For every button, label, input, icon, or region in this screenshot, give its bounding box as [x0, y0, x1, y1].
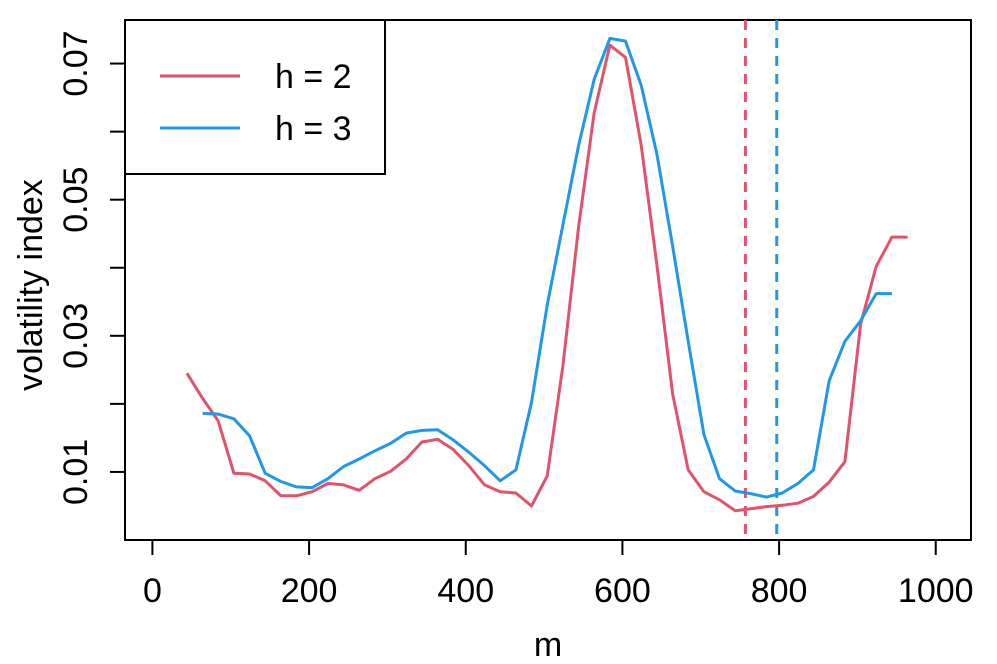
y-tick-label: 0.01	[57, 439, 95, 505]
legend-label: h = 3	[275, 110, 352, 148]
threshold-lines	[743, 20, 779, 540]
y-tick-label: 0.07	[57, 30, 95, 96]
x-tick-label: 600	[594, 572, 651, 610]
y-tick-label: 0.05	[57, 167, 95, 233]
series-lines	[185, 36, 908, 513]
x-axis-title: m	[534, 626, 562, 664]
series-line-2	[202, 36, 892, 499]
x-tick-label: 400	[437, 572, 494, 610]
x-axis: 0 200 400 600 800 1000	[143, 539, 974, 610]
x-tick-label: 200	[281, 572, 338, 610]
x-tick-label: 0	[143, 572, 162, 610]
legend-box	[124, 19, 386, 175]
y-axis: 0.01 0.03 0.05 0.07	[57, 30, 126, 505]
x-tick-label: 1000	[898, 572, 974, 610]
y-axis-title: volatility index	[12, 179, 50, 391]
y-tick-label: 0.03	[57, 303, 95, 369]
legend-label: h = 2	[275, 58, 352, 96]
x-tick-label: 800	[751, 572, 808, 610]
legend: h = 2 h = 3	[124, 19, 386, 175]
series-line-1	[185, 43, 908, 513]
